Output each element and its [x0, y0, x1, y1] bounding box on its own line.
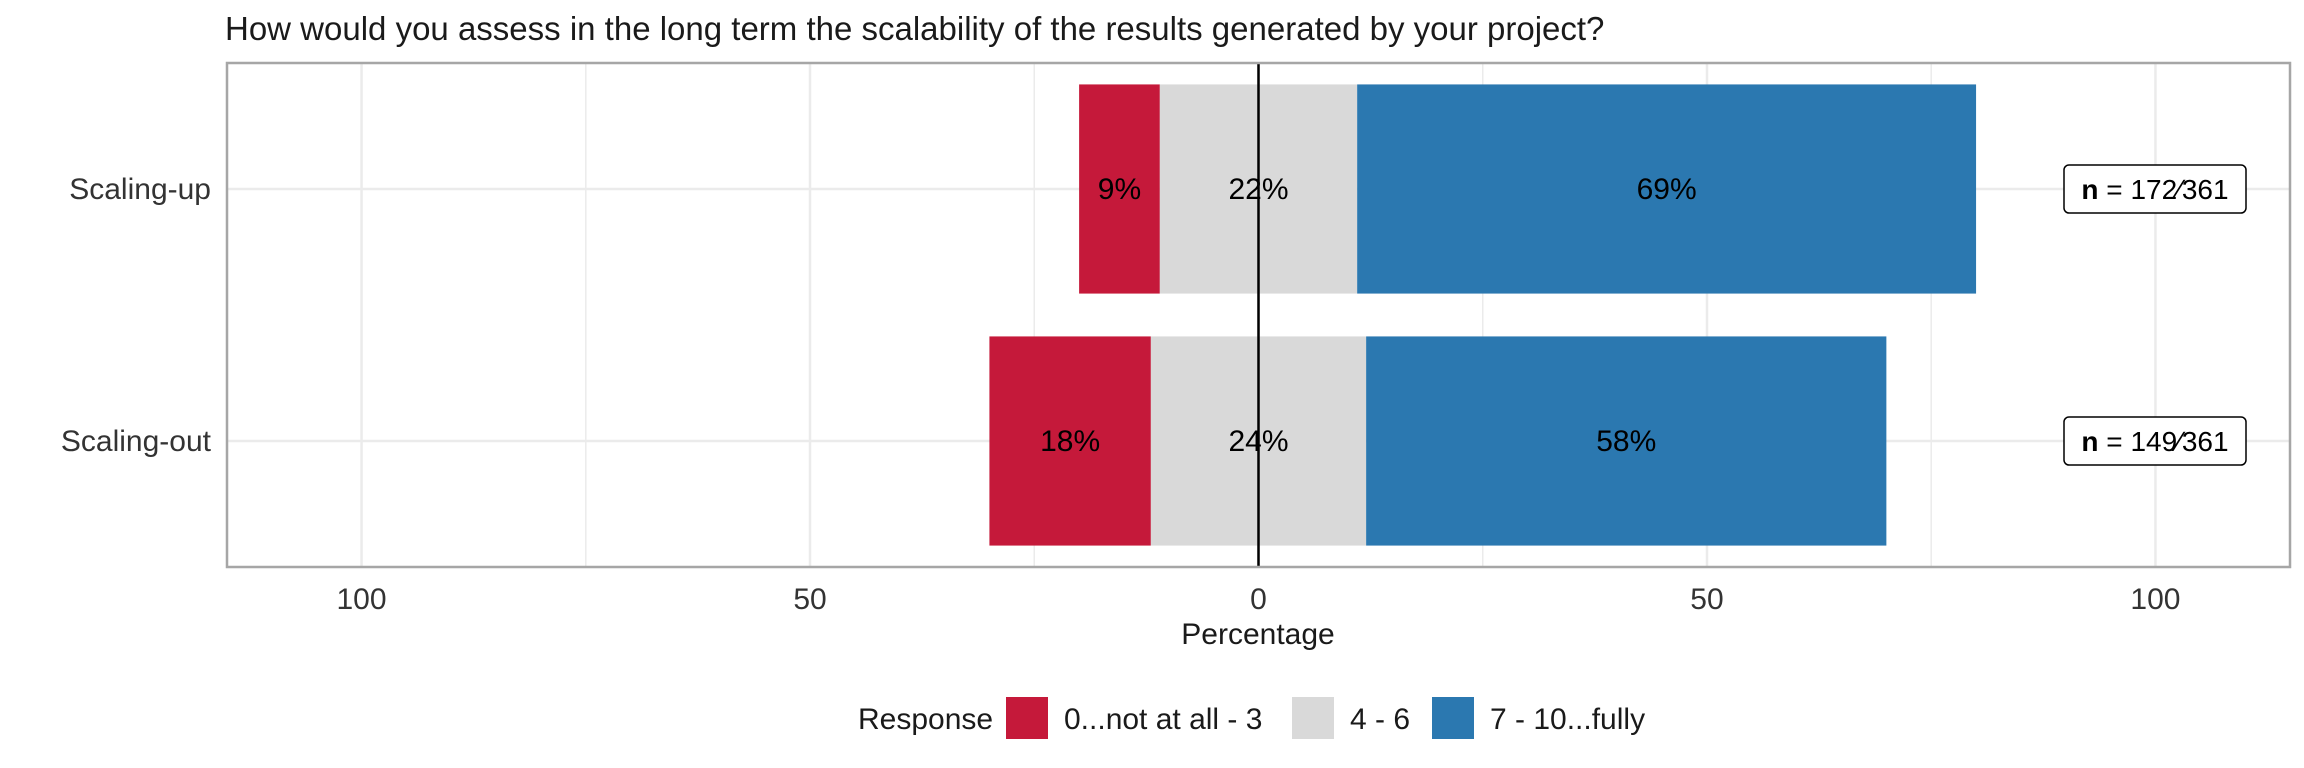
bar-value-label: 69%	[1637, 173, 1697, 206]
bar-value-label: 9%	[1098, 173, 1141, 206]
x-tick-label: 100	[337, 583, 387, 616]
bar-value-label: 18%	[1040, 425, 1100, 458]
bar-segment	[989, 336, 1151, 546]
category-labels: Scaling-up Scaling-out	[61, 173, 212, 458]
legend-key	[1292, 697, 1334, 739]
legend-label: 0...not at all - 3	[1064, 703, 1262, 736]
legend-title: Response	[858, 703, 993, 736]
x-tick-label: 50	[1690, 583, 1723, 616]
x-tick-label: 50	[793, 583, 826, 616]
category-label: Scaling-up	[69, 173, 211, 206]
bar-segment	[1357, 84, 1977, 294]
legend-label: 7 - 10...fully	[1490, 703, 1645, 736]
chart-title: How would you assess in the long term th…	[225, 10, 1604, 47]
n-count-labels: n = 172∕361 n = 149∕361	[2063, 164, 2247, 466]
legend-key	[1432, 697, 1474, 739]
n-label-box	[2063, 416, 2247, 466]
panel-border	[225, 61, 2292, 569]
x-tick-label: 0	[1250, 583, 1267, 616]
legend-key	[1006, 697, 1048, 739]
bar-segment	[1366, 336, 1887, 546]
x-axis-title: Percentage	[1181, 618, 1334, 651]
n-label-box	[2063, 164, 2247, 214]
x-tick-labels: 100 50 0 50 100	[337, 583, 2181, 616]
legend: Response 0...not at all - 3 4 - 6 7 - 10...…	[858, 697, 1645, 739]
legend-label: 4 - 6	[1350, 703, 1410, 736]
plot-panel-border	[225, 61, 2292, 569]
bar-segment	[1079, 84, 1160, 294]
n-label: n = 149∕361	[2081, 426, 2228, 457]
category-label: Scaling-out	[61, 425, 212, 458]
n-label: n = 172∕361	[2081, 174, 2228, 205]
x-tick-label: 100	[2130, 583, 2180, 616]
bar-value-label: 58%	[1596, 425, 1656, 458]
